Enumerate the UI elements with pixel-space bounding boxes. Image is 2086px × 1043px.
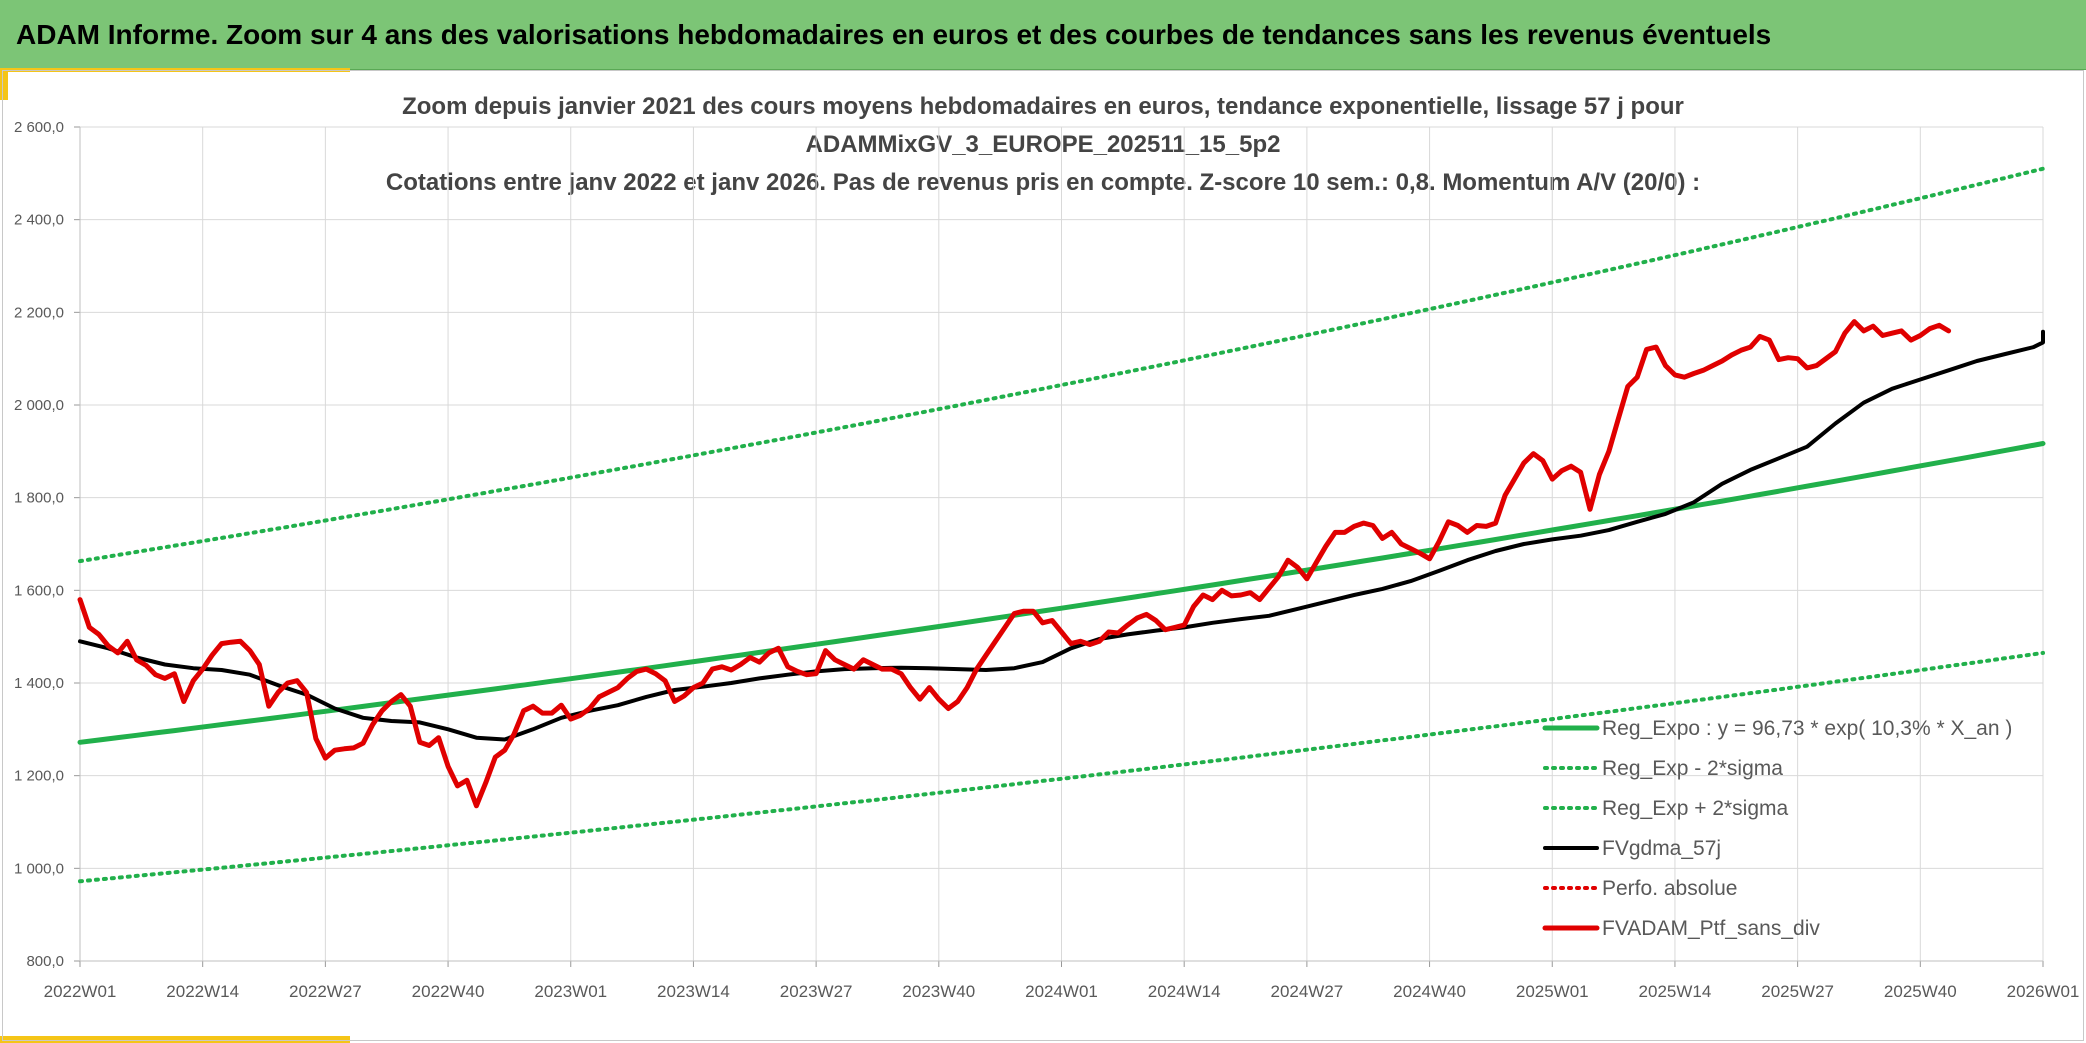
x-tick-label: 2024W40 — [1393, 982, 1466, 1001]
x-tick-label: 2023W01 — [534, 982, 607, 1001]
accent-stripe-bottom — [0, 1036, 350, 1043]
series-line-3 — [78, 329, 2045, 742]
banner: ADAM Informe. Zoom sur 4 ans des valoris… — [0, 0, 2086, 70]
grid — [79, 126, 2044, 962]
x-tick-label: 2022W27 — [289, 982, 362, 1001]
x-tick-label: 2025W27 — [1761, 982, 1834, 1001]
legend-label-5: FVADAM_Ptf_sans_div — [1602, 917, 1820, 940]
x-tick-label: 2024W14 — [1148, 982, 1221, 1001]
series-line-1 — [78, 650, 2045, 884]
legend-label-4: Perfo. absolue — [1602, 877, 1737, 900]
chart-title: Zoom depuis janvier 2021 des cours moyen… — [0, 88, 2086, 202]
x-tick-label: 2025W01 — [1516, 982, 1589, 1001]
y-tick-label: 1 400,0 — [14, 675, 64, 692]
x-tick-label: 2026W01 — [2007, 982, 2080, 1001]
legend-label-3: FVgdma_57j — [1602, 837, 1721, 860]
x-tick-label: 2022W14 — [166, 982, 239, 1001]
x-tick-label: 2024W27 — [1270, 982, 1343, 1001]
y-tick-label: 1 800,0 — [14, 490, 64, 507]
chart-title-line-2: ADAMMixGV_3_EUROPE_202511_15_5p2 — [805, 131, 1281, 158]
chart-title-line-3: Cotations entre janv 2022 et janv 2026. … — [385, 169, 1701, 196]
banner-title: ADAM Informe. Zoom sur 4 ans des valoris… — [16, 18, 1772, 50]
y-tick-label: 2 000,0 — [14, 397, 64, 414]
series-line-5 — [77, 319, 1952, 809]
x-tick-label: 2025W40 — [1884, 982, 1957, 1001]
y-tick-label: 1 200,0 — [14, 768, 64, 785]
x-tick-label: 2023W14 — [657, 982, 730, 1001]
chart-title-line-1: Zoom depuis janvier 2021 des cours moyen… — [402, 93, 1684, 120]
legend-label-2: Reg_Exp + 2*sigma — [1602, 797, 1789, 820]
accent-stripe-left — [0, 70, 8, 100]
x-tick-label: 2023W40 — [902, 982, 975, 1001]
y-tick-label: 2 400,0 — [14, 212, 64, 229]
y-tick-label: 800,0 — [26, 953, 64, 970]
legend-label-0: Reg_Expo : y = 96,73 * exp( 10,3% * X_an… — [1602, 717, 2012, 740]
axes: 800,0 1 000,0 1 200,0 1 400,0 1 600,0 1 800,0… — [14, 119, 2079, 1001]
y-tick-label: 1 600,0 — [14, 582, 64, 599]
chart-frame — [2, 70, 2084, 1041]
x-tick-label: 2025W14 — [1639, 982, 1712, 1001]
series — [77, 166, 2046, 884]
legend-label-1: Reg_Exp - 2*sigma — [1602, 757, 1783, 780]
x-tick-label: 2022W01 — [44, 982, 117, 1001]
legend: Reg_Expo : y = 96,73 * exp( 10,3% * X_an… — [1542, 717, 2012, 940]
y-tick-label: 2 200,0 — [14, 304, 64, 321]
x-tick-label: 2023W27 — [780, 982, 853, 1001]
series-line-2 — [78, 166, 2045, 564]
x-tick-label: 2022W40 — [412, 982, 485, 1001]
x-tick-label: 2024W01 — [1025, 982, 1098, 1001]
y-tick-label: 1 000,0 — [14, 860, 64, 877]
y-tick-label: 2 600,0 — [14, 119, 64, 136]
